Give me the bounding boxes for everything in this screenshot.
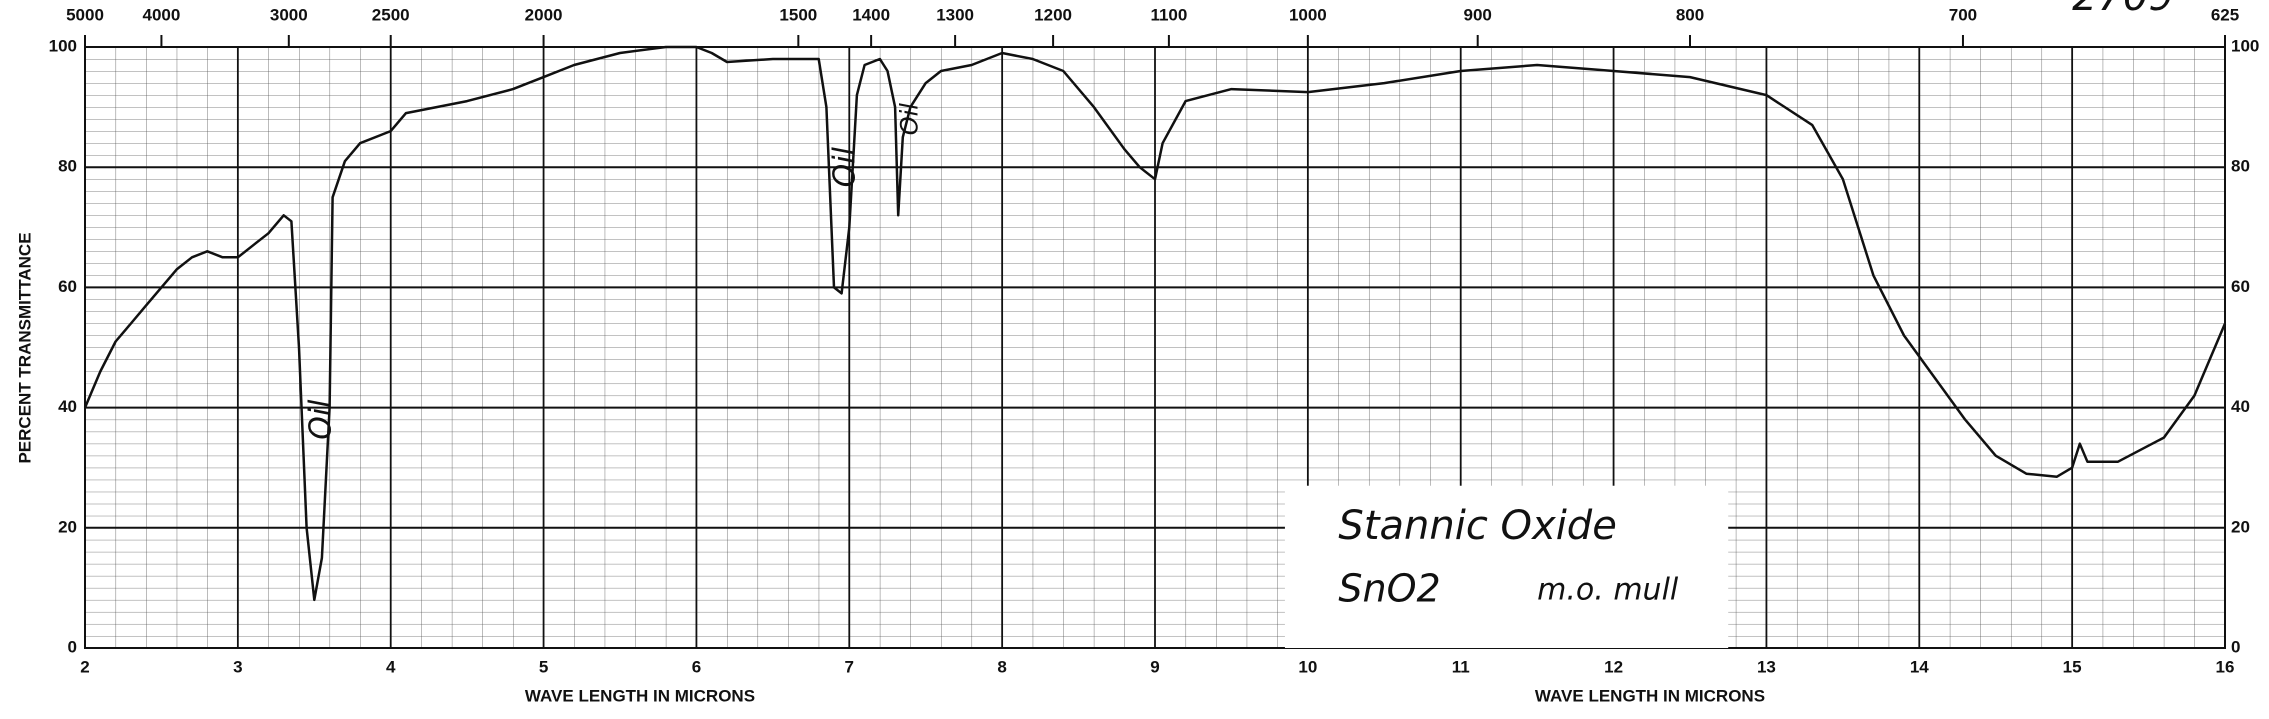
x2-tick-label: 2000 xyxy=(525,5,563,24)
x-tick-label: 9 xyxy=(1150,657,1159,676)
x-tick-label: 8 xyxy=(997,657,1006,676)
x2-tick-label: 1400 xyxy=(852,5,890,24)
x-tick-label: 13 xyxy=(1757,657,1776,676)
x-tick-label: 3 xyxy=(233,657,242,676)
y-tick-label: 20 xyxy=(58,517,77,536)
x-axis-label: WAVE LENGTH IN MICRONS xyxy=(1535,686,1765,705)
x-tick-label: 4 xyxy=(386,657,396,676)
y-tick-label: 40 xyxy=(58,397,77,416)
y-tick-label: 20 xyxy=(2231,517,2250,536)
y-tick-label: 40 xyxy=(2231,397,2250,416)
spectrum-line xyxy=(83,45,2227,602)
x-tick-label: 14 xyxy=(1910,657,1929,676)
x-tick-label: 16 xyxy=(2216,657,2235,676)
y-tick-label: 80 xyxy=(58,157,77,176)
x-tick-label: 12 xyxy=(1604,657,1623,676)
x-tick-label: 6 xyxy=(692,657,701,676)
x2-tick-label: 1200 xyxy=(1034,5,1072,24)
annotation: SnO2 xyxy=(1338,566,1440,610)
y-tick-label: 100 xyxy=(49,36,77,55)
y-tick-label: 100 xyxy=(2231,36,2259,55)
x2-tick-label: 625 xyxy=(2211,5,2239,24)
x-axis-label: WAVE LENGTH IN MICRONS xyxy=(525,686,755,705)
x-tick-label: 5 xyxy=(539,657,548,676)
x2-tick-label: 3000 xyxy=(270,5,308,24)
x-tick-label: 7 xyxy=(845,657,854,676)
x2-tick-label: 700 xyxy=(1949,5,1977,24)
annotation: Oil xyxy=(303,399,338,440)
x2-tick-label: 4000 xyxy=(143,5,181,24)
annotation: 2709 xyxy=(2072,0,2174,20)
annotation: m.o. mull xyxy=(1537,572,1679,607)
x2-tick-label: 1500 xyxy=(779,5,817,24)
annotation: Stannic Oxide xyxy=(1338,503,1616,549)
y-tick-label: 0 xyxy=(2231,637,2240,656)
x-tick-label: 15 xyxy=(2063,657,2082,676)
label-box xyxy=(1284,485,1729,648)
x2-tick-label: 900 xyxy=(1464,5,1492,24)
x-tick-label: 10 xyxy=(1298,657,1317,676)
x2-tick-label: 2500 xyxy=(372,5,410,24)
x2-tick-label: 800 xyxy=(1676,5,1704,24)
x2-tick-label: 1100 xyxy=(1150,5,1187,24)
x2-tick-label: 5000 xyxy=(66,5,104,24)
x-tick-label: 11 xyxy=(1452,657,1470,676)
annotation: Oil xyxy=(828,146,863,187)
y-tick-label: 80 xyxy=(2231,157,2250,176)
x-tick-label: 2 xyxy=(80,657,89,676)
annotation: Oil xyxy=(895,103,923,136)
y-axis-label: PERCENT TRANSMITTANCE xyxy=(15,232,34,463)
x2-tick-label: 1000 xyxy=(1289,5,1327,24)
y-tick-label: 60 xyxy=(58,277,77,296)
y-tick-label: 0 xyxy=(68,637,77,656)
x2-tick-label: 1300 xyxy=(936,5,974,24)
y-tick-label: 60 xyxy=(2231,277,2250,296)
